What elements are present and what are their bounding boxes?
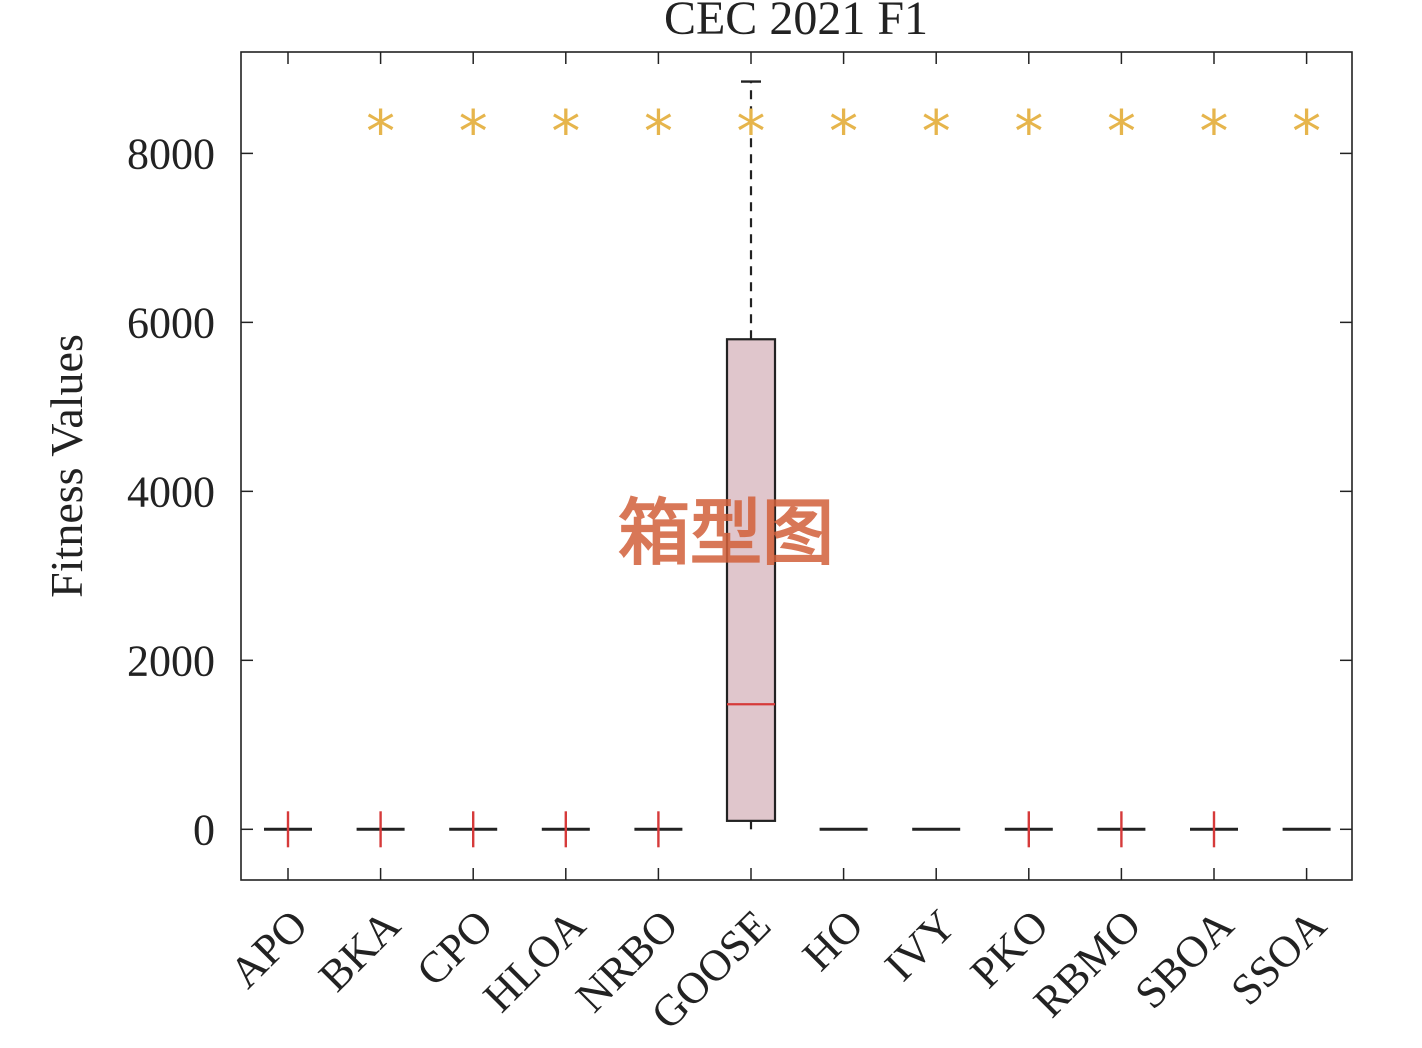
- outlier-marker: *: [1011, 97, 1046, 165]
- y-axis-label: Fitness Values: [41, 334, 92, 598]
- x-tick-label: IVY: [875, 900, 965, 990]
- outlier-marker: *: [734, 97, 769, 165]
- y-tick-label: 4000: [127, 467, 215, 516]
- x-tick-label: BKA: [309, 900, 409, 1000]
- outlier-marker: *: [826, 97, 861, 165]
- y-tick-label: 2000: [127, 636, 215, 685]
- y-tick-label: 6000: [127, 298, 215, 347]
- watermark-text: 箱型图: [618, 491, 834, 575]
- outlier-marker: *: [1197, 97, 1232, 165]
- y-tick-label: 0: [193, 805, 215, 854]
- outlier-marker: *: [919, 97, 954, 165]
- x-tick-label: HO: [793, 900, 873, 980]
- box-GOOSE: [725, 338, 777, 822]
- axes-frame: [240, 51, 1353, 881]
- outlier-marker: *: [548, 97, 583, 165]
- outlier-marker: *: [641, 97, 676, 165]
- chart-title: CEC 2021 F1: [664, 0, 928, 45]
- x-tick-label: APO: [220, 900, 317, 997]
- x-tick-label: RBMO: [1024, 900, 1150, 1026]
- x-tick-label: HLOA: [474, 900, 595, 1021]
- x-tick-label: SBOA: [1125, 900, 1243, 1018]
- y-tick-label: 8000: [127, 129, 215, 178]
- outlier-marker: *: [456, 97, 491, 165]
- outlier-marker: *: [363, 97, 398, 165]
- outlier-marker: *: [1289, 97, 1324, 165]
- outlier-marker: *: [1104, 97, 1139, 165]
- x-tick-label: SSOA: [1221, 900, 1335, 1014]
